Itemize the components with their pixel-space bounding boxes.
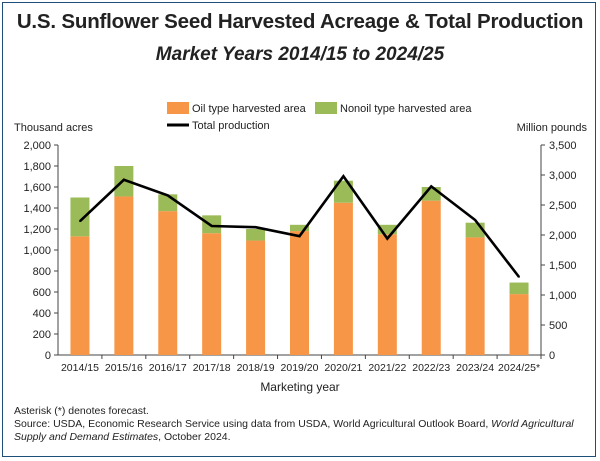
left-tick-label: 1,600: [23, 182, 51, 194]
left-tick-label: 0: [45, 350, 51, 362]
production-point: [518, 276, 520, 278]
left-tick-label: 1,000: [23, 245, 51, 257]
bar-oil: [421, 200, 441, 355]
legend-label-nonoil: Nonoil type harvested area: [340, 103, 472, 115]
footnote-forecast: Asterisk (*) denotes forecast.: [14, 405, 149, 417]
production-point: [474, 219, 476, 221]
x-tick-label: 2022/23: [412, 362, 450, 374]
production-point: [254, 226, 257, 228]
footnote-source-date: , October 2024.: [158, 431, 231, 443]
legend-label-oil: Oil type harvested area: [192, 103, 307, 115]
x-tick-label: 2014/15: [61, 362, 99, 374]
right-axis-label: Million pounds: [517, 122, 588, 134]
bar-nonoil: [202, 215, 222, 234]
footnote-source-text: Source: USDA, Economic Research Service …: [14, 418, 492, 430]
footnote: Asterisk (*) denotes forecast. Source: U…: [14, 405, 584, 444]
left-axis-label: Thousand acres: [14, 122, 93, 134]
chart-subtitle: Market Years 2014/15 to 2024/25: [155, 44, 445, 65]
footnote-source: Source: USDA, Economic Research Service …: [14, 418, 584, 444]
right-tick-label: 1,000: [549, 290, 577, 302]
left-tick-label: 600: [33, 287, 51, 299]
bar-oil: [290, 231, 309, 355]
left-tick-label: 2,000: [23, 140, 51, 152]
right-tick-label: 500: [549, 320, 567, 332]
right-tick-label: 2,000: [549, 230, 577, 242]
left-tick-label: 800: [33, 266, 51, 278]
x-tick-label: 2016/17: [149, 362, 187, 374]
bar-oil: [70, 236, 90, 355]
x-tick-label: 2021/22: [368, 362, 406, 374]
left-tick-label: 400: [33, 308, 51, 320]
right-tick-label: 2,500: [549, 200, 577, 212]
bar-nonoil: [70, 197, 90, 237]
x-tick-label: 2015/16: [105, 362, 143, 374]
footnote-source-italic: World Agricultural Supply and Demand Est…: [14, 418, 574, 443]
left-tick-label: 1,400: [23, 203, 51, 215]
chart-title: U.S. Sunflower Seed Harvested Acreage & …: [16, 10, 584, 33]
right-tick-label: 3,000: [549, 170, 577, 182]
right-tick-label: 1,500: [549, 260, 577, 272]
bar-oil: [202, 233, 222, 355]
right-tick-label: 3,500: [549, 140, 577, 152]
bar-nonoil: [377, 224, 397, 235]
bar-nonoil: [333, 180, 353, 203]
legend-swatch-nonoil: [315, 102, 337, 114]
production-point: [79, 220, 81, 222]
bar-oil: [333, 202, 353, 355]
x-tick-label: 2019/20: [281, 362, 319, 374]
x-tick-label: 2017/18: [193, 362, 231, 374]
left-tick-label: 1,800: [23, 161, 51, 173]
production-point: [430, 185, 433, 188]
x-tick-label: 2020/21: [324, 362, 362, 374]
x-tick-label: 2023/24: [456, 362, 494, 374]
x-axis-label: Marketing year: [260, 380, 339, 394]
production-point: [123, 179, 125, 181]
legend-label-production: Total production: [192, 120, 270, 132]
x-tick-label: 2018/19: [237, 362, 275, 374]
bar-oil: [158, 211, 178, 355]
bar-oil: [465, 237, 485, 355]
left-tick-label: 200: [33, 329, 51, 341]
bar-nonoil: [246, 229, 266, 241]
x-tick-label: 2024/25*: [498, 362, 540, 374]
legend-swatch-oil: [167, 102, 189, 114]
left-tick-label: 1,200: [23, 224, 51, 236]
production-point: [298, 235, 301, 237]
production-point: [210, 225, 213, 227]
production-point: [386, 237, 389, 240]
production-line: [79, 173, 521, 278]
production-point: [166, 194, 169, 197]
bar-nonoil: [290, 224, 309, 232]
production-point: [342, 175, 345, 177]
bar-oil: [114, 196, 134, 355]
right-tick-label: 0: [549, 350, 555, 362]
bar-nonoil: [509, 282, 529, 295]
legend: Oil type harvested area Nonoil type harv…: [167, 102, 472, 132]
bar-oil: [377, 234, 397, 355]
bar-oil: [509, 294, 529, 355]
bars: [70, 166, 529, 355]
bar-oil: [246, 240, 266, 355]
